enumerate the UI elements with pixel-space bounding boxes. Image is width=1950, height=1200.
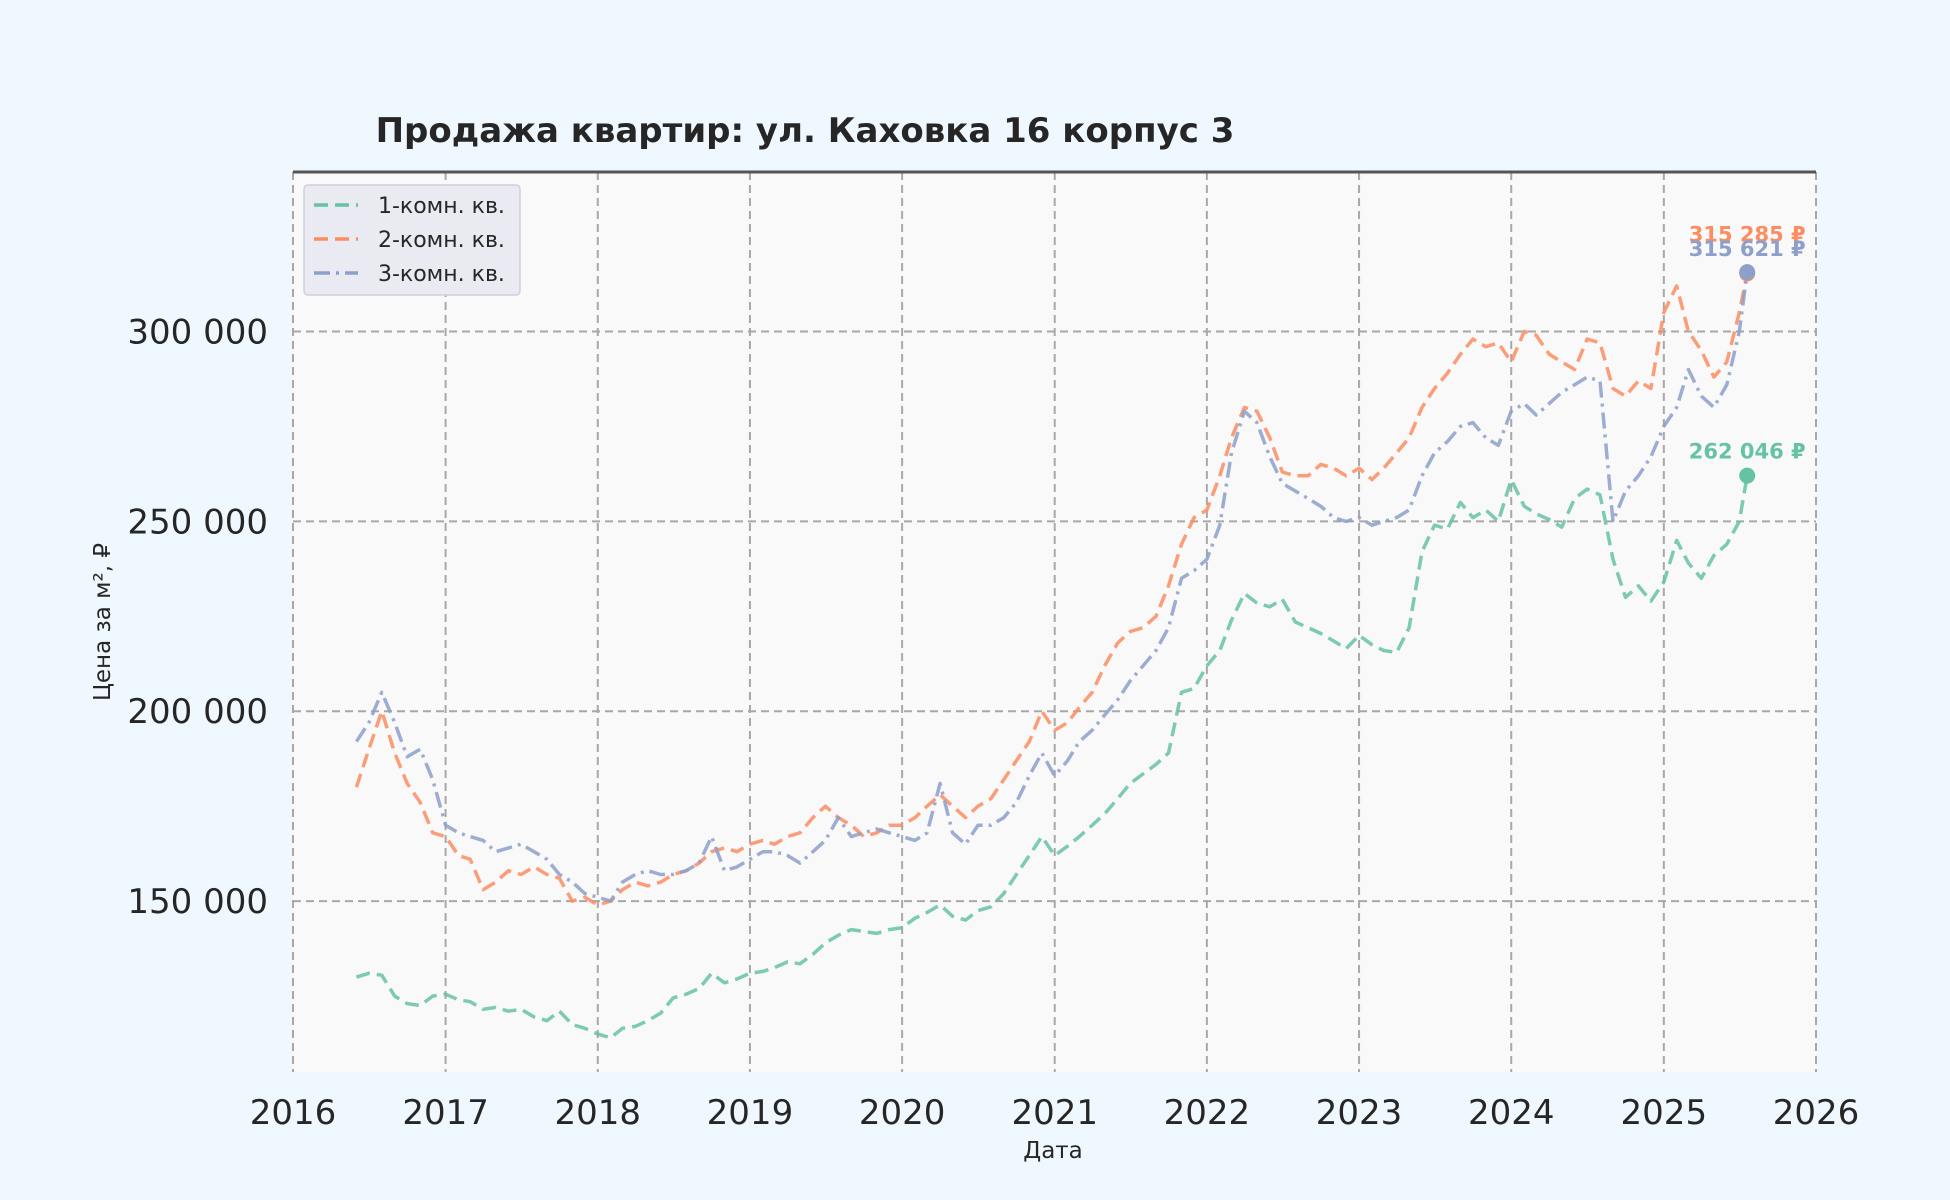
chart-title: Продажа квартир: ул. Каховка 16 корпус 3 (376, 111, 1235, 151)
last-points (1739, 264, 1756, 484)
y-tick-label: 150 000 (127, 882, 268, 922)
last-value-label-3: 315 621 ₽ (1689, 237, 1806, 261)
series-layer (354, 271, 1749, 1040)
legend-label-3: 3-комн. кв. (378, 262, 505, 287)
grid (292, 172, 1817, 1072)
last-value-labels: 262 046 ₽ 315 285 ₽315 621 ₽ (1689, 222, 1806, 463)
x-tick-label: 2019 (707, 1093, 794, 1133)
y-tick-label: 300 000 (127, 312, 268, 352)
x-tick-label: 2020 (859, 1093, 946, 1133)
last-point-1 (1739, 467, 1756, 484)
x-tick-label: 2026 (1773, 1093, 1860, 1133)
series-line-2 (354, 273, 1749, 907)
y-axis-label: Цена за м², ₽ (90, 543, 116, 701)
legend-box (303, 184, 521, 296)
x-tick-label: 2022 (1164, 1093, 1251, 1133)
y-tick-label: 200 000 (127, 692, 268, 732)
legend-label-1: 1-комн. кв. (378, 194, 505, 219)
x-tick-label: 2018 (555, 1093, 642, 1133)
x-tick-label: 2025 (1621, 1093, 1708, 1133)
x-tick-label: 2021 (1011, 1093, 1098, 1133)
x-tick-label: 2023 (1316, 1093, 1403, 1133)
last-point-3 (1739, 264, 1756, 281)
legend: 1-комн. кв. 2-комн. кв. 3-комн. кв. (303, 184, 521, 296)
y-tick-labels: 150 000 200 000 250 000 300 000 (127, 312, 268, 922)
last-value-label-2: 315 285 ₽ (1689, 222, 1806, 246)
x-tick-labels: 2016 2017 2018 2019 2020 2021 2022 2023 2024 2025… (250, 1093, 1860, 1133)
x-axis-label: Дата (1023, 1138, 1083, 1164)
x-tick-label: 2017 (402, 1093, 489, 1133)
x-tick-label: 2016 (250, 1093, 337, 1133)
x-tick-label: 2024 (1468, 1093, 1555, 1133)
last-value-label-1: 262 046 ₽ (1689, 440, 1806, 464)
legend-label-2: 2-комн. кв. (378, 228, 505, 253)
series-line-3 (354, 271, 1749, 903)
y-tick-label: 250 000 (127, 502, 268, 542)
